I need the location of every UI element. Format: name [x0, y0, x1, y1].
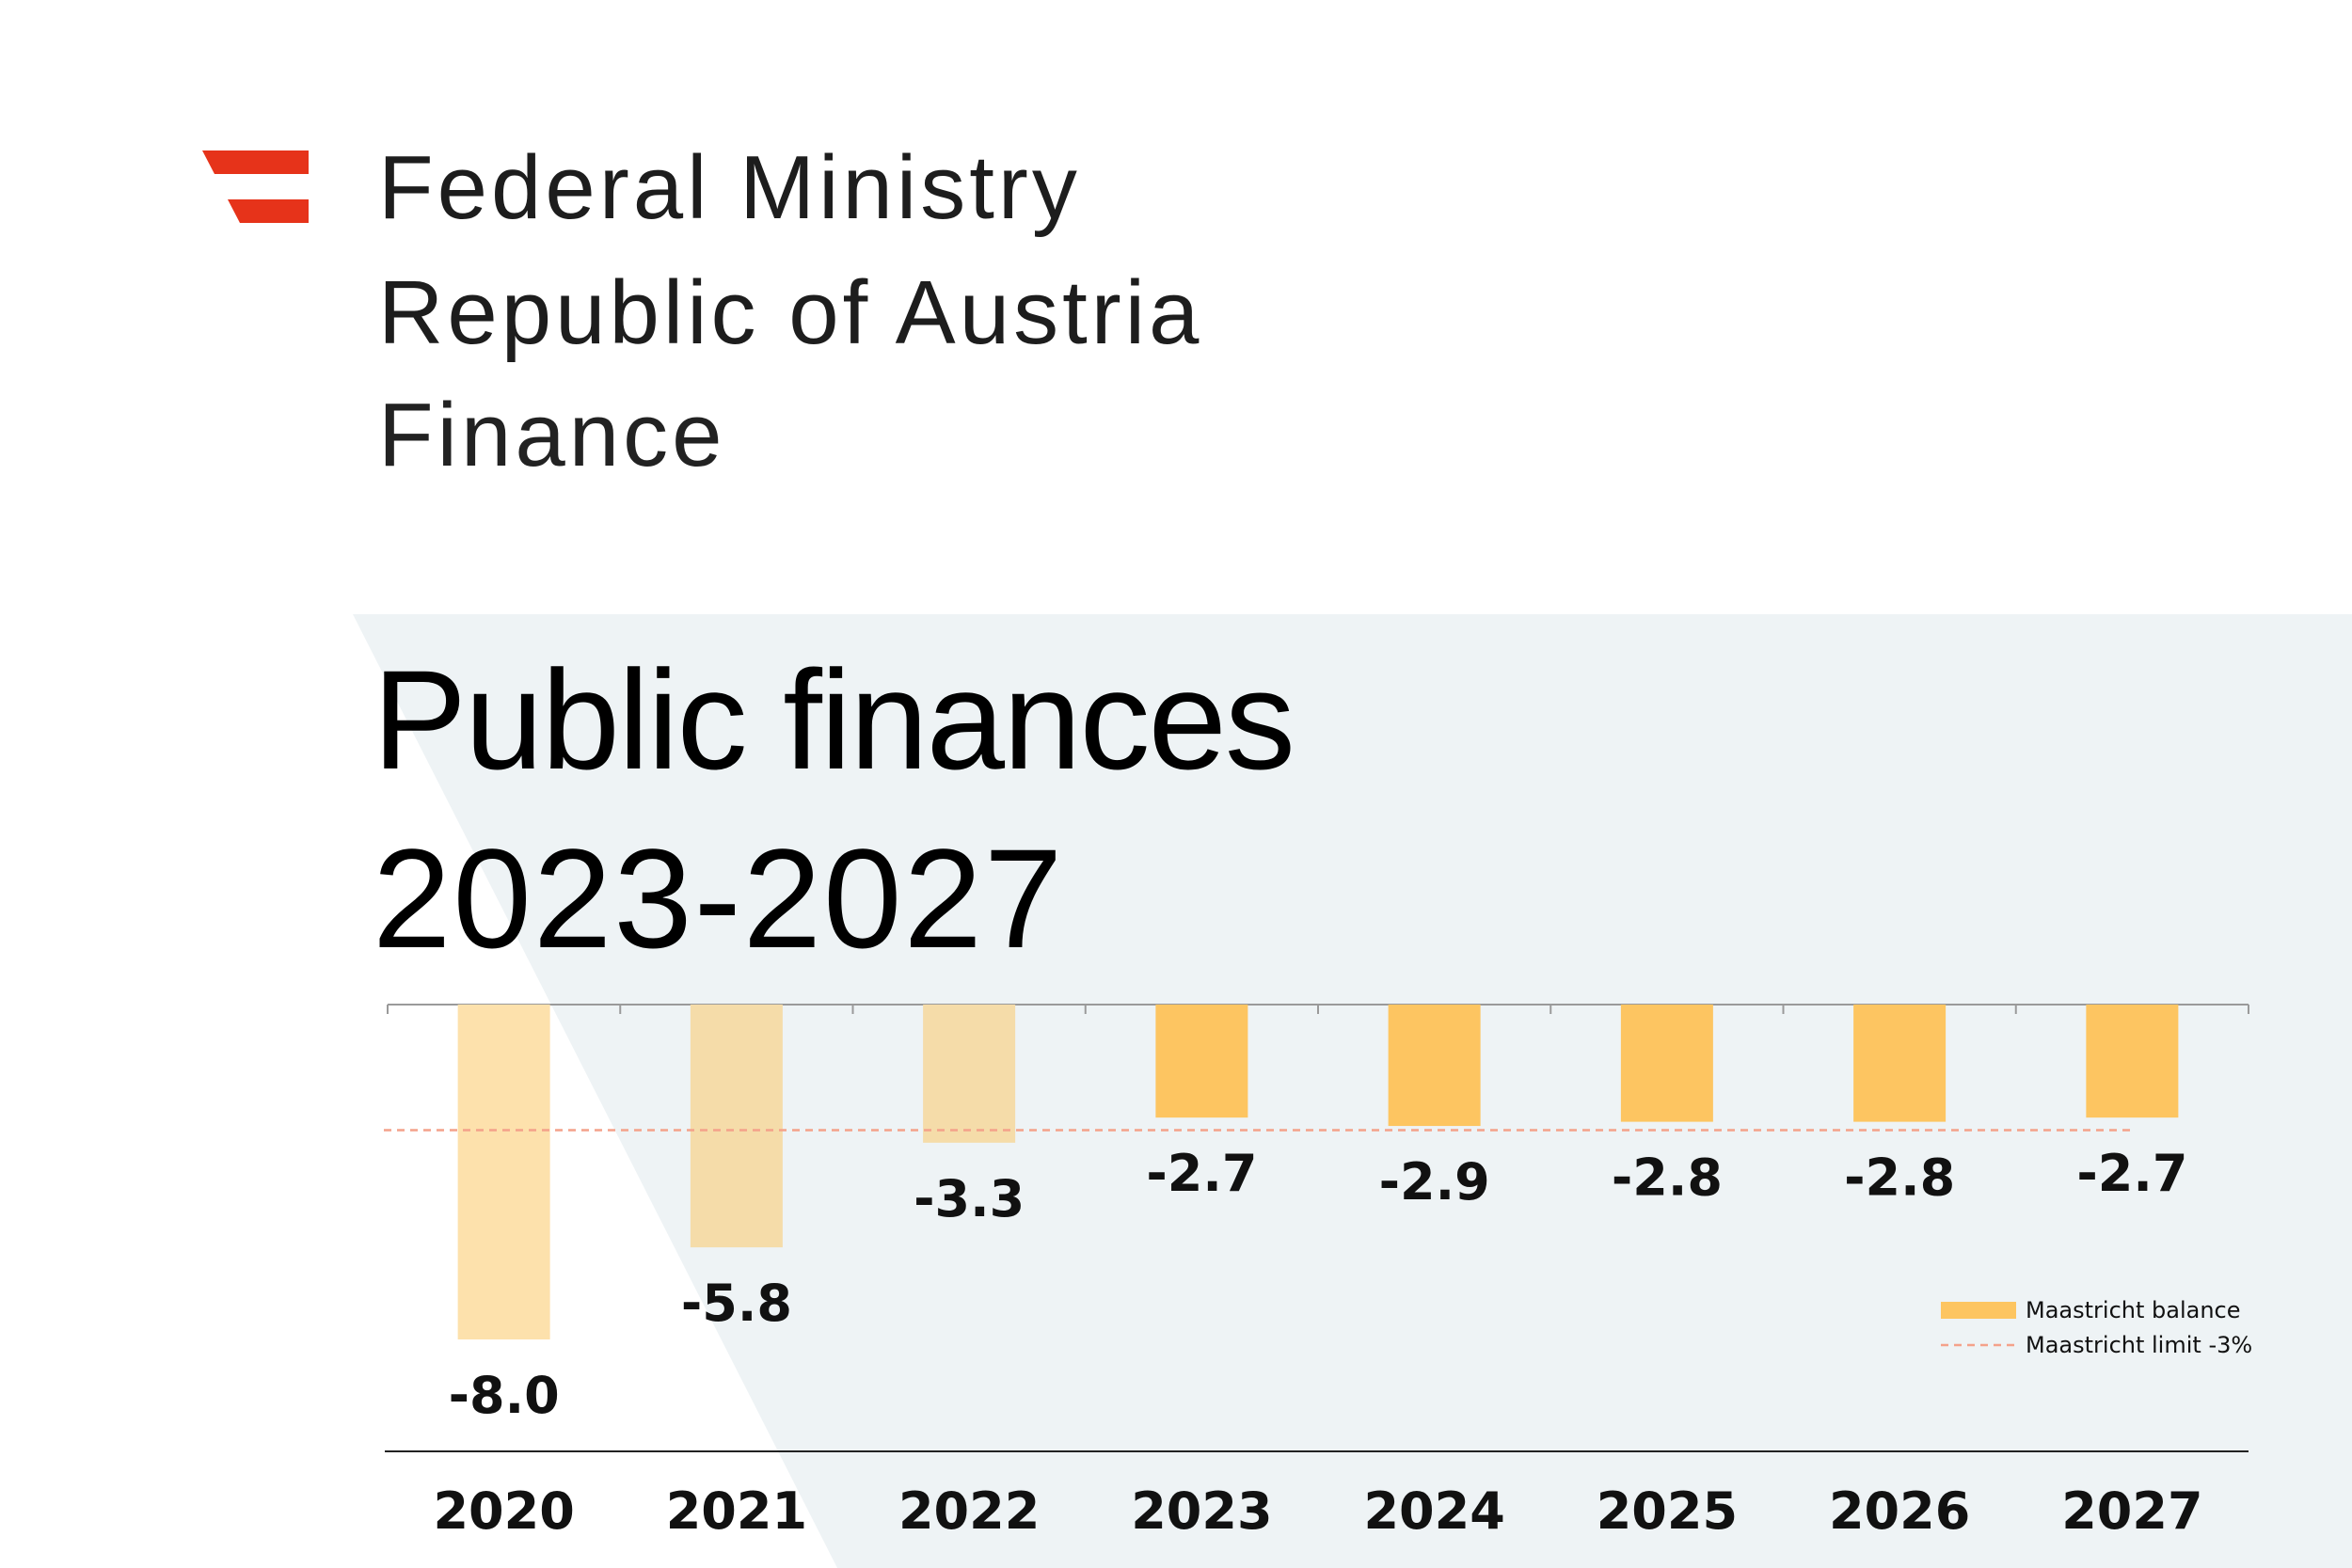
- legend-swatch-balance: [1941, 1302, 2016, 1319]
- year-label-2026: 2026: [1829, 1481, 1970, 1541]
- value-label-2022: -3.3: [914, 1169, 1025, 1228]
- year-label-2025: 2025: [1597, 1481, 1738, 1541]
- value-label-2027: -2.7: [2076, 1144, 2187, 1203]
- background-diagonal-panel: [353, 614, 2352, 1568]
- value-label-2021: -5.8: [681, 1274, 792, 1333]
- bar-2022: [923, 1005, 1016, 1143]
- year-label-2020: 2020: [433, 1481, 574, 1541]
- value-label-2026: -2.8: [1844, 1148, 1955, 1208]
- value-label-2025: -2.8: [1612, 1148, 1723, 1208]
- logo-stripe-bottom: [228, 199, 309, 223]
- year-label-2022: 2022: [898, 1481, 1040, 1541]
- chart-subtitle: 2023-2027: [373, 819, 1065, 977]
- bar-2027: [2086, 1005, 2179, 1118]
- year-label-2024: 2024: [1363, 1481, 1504, 1541]
- ministry-department: Finance: [378, 385, 726, 485]
- bar-2023: [1155, 1005, 1248, 1118]
- bar-2025: [1620, 1005, 1713, 1122]
- legend-label-limit: Maastricht limit -3%: [2026, 1332, 2252, 1358]
- logo-stripe-top: [202, 150, 309, 174]
- bar-2021: [690, 1005, 783, 1248]
- chart-title: Public finances: [373, 641, 1295, 799]
- bar-2024: [1388, 1005, 1481, 1127]
- year-label-2027: 2027: [2061, 1481, 2202, 1541]
- bar-2020: [457, 1005, 550, 1339]
- year-label-2023: 2023: [1131, 1481, 1272, 1541]
- year-label-2021: 2021: [666, 1481, 807, 1541]
- legend-label-balance: Maastricht balance: [2026, 1297, 2241, 1323]
- austria-flag-logo-icon: [202, 150, 309, 223]
- bar-2026: [1853, 1005, 1947, 1122]
- ministry-name-line-2: Republic of Austria: [378, 262, 1203, 363]
- value-label-2020: -8.0: [449, 1366, 560, 1425]
- value-label-2023: -2.7: [1146, 1144, 1257, 1203]
- value-label-2024: -2.9: [1379, 1152, 1490, 1212]
- ministry-name-line-1: Federal Ministry: [378, 137, 1081, 238]
